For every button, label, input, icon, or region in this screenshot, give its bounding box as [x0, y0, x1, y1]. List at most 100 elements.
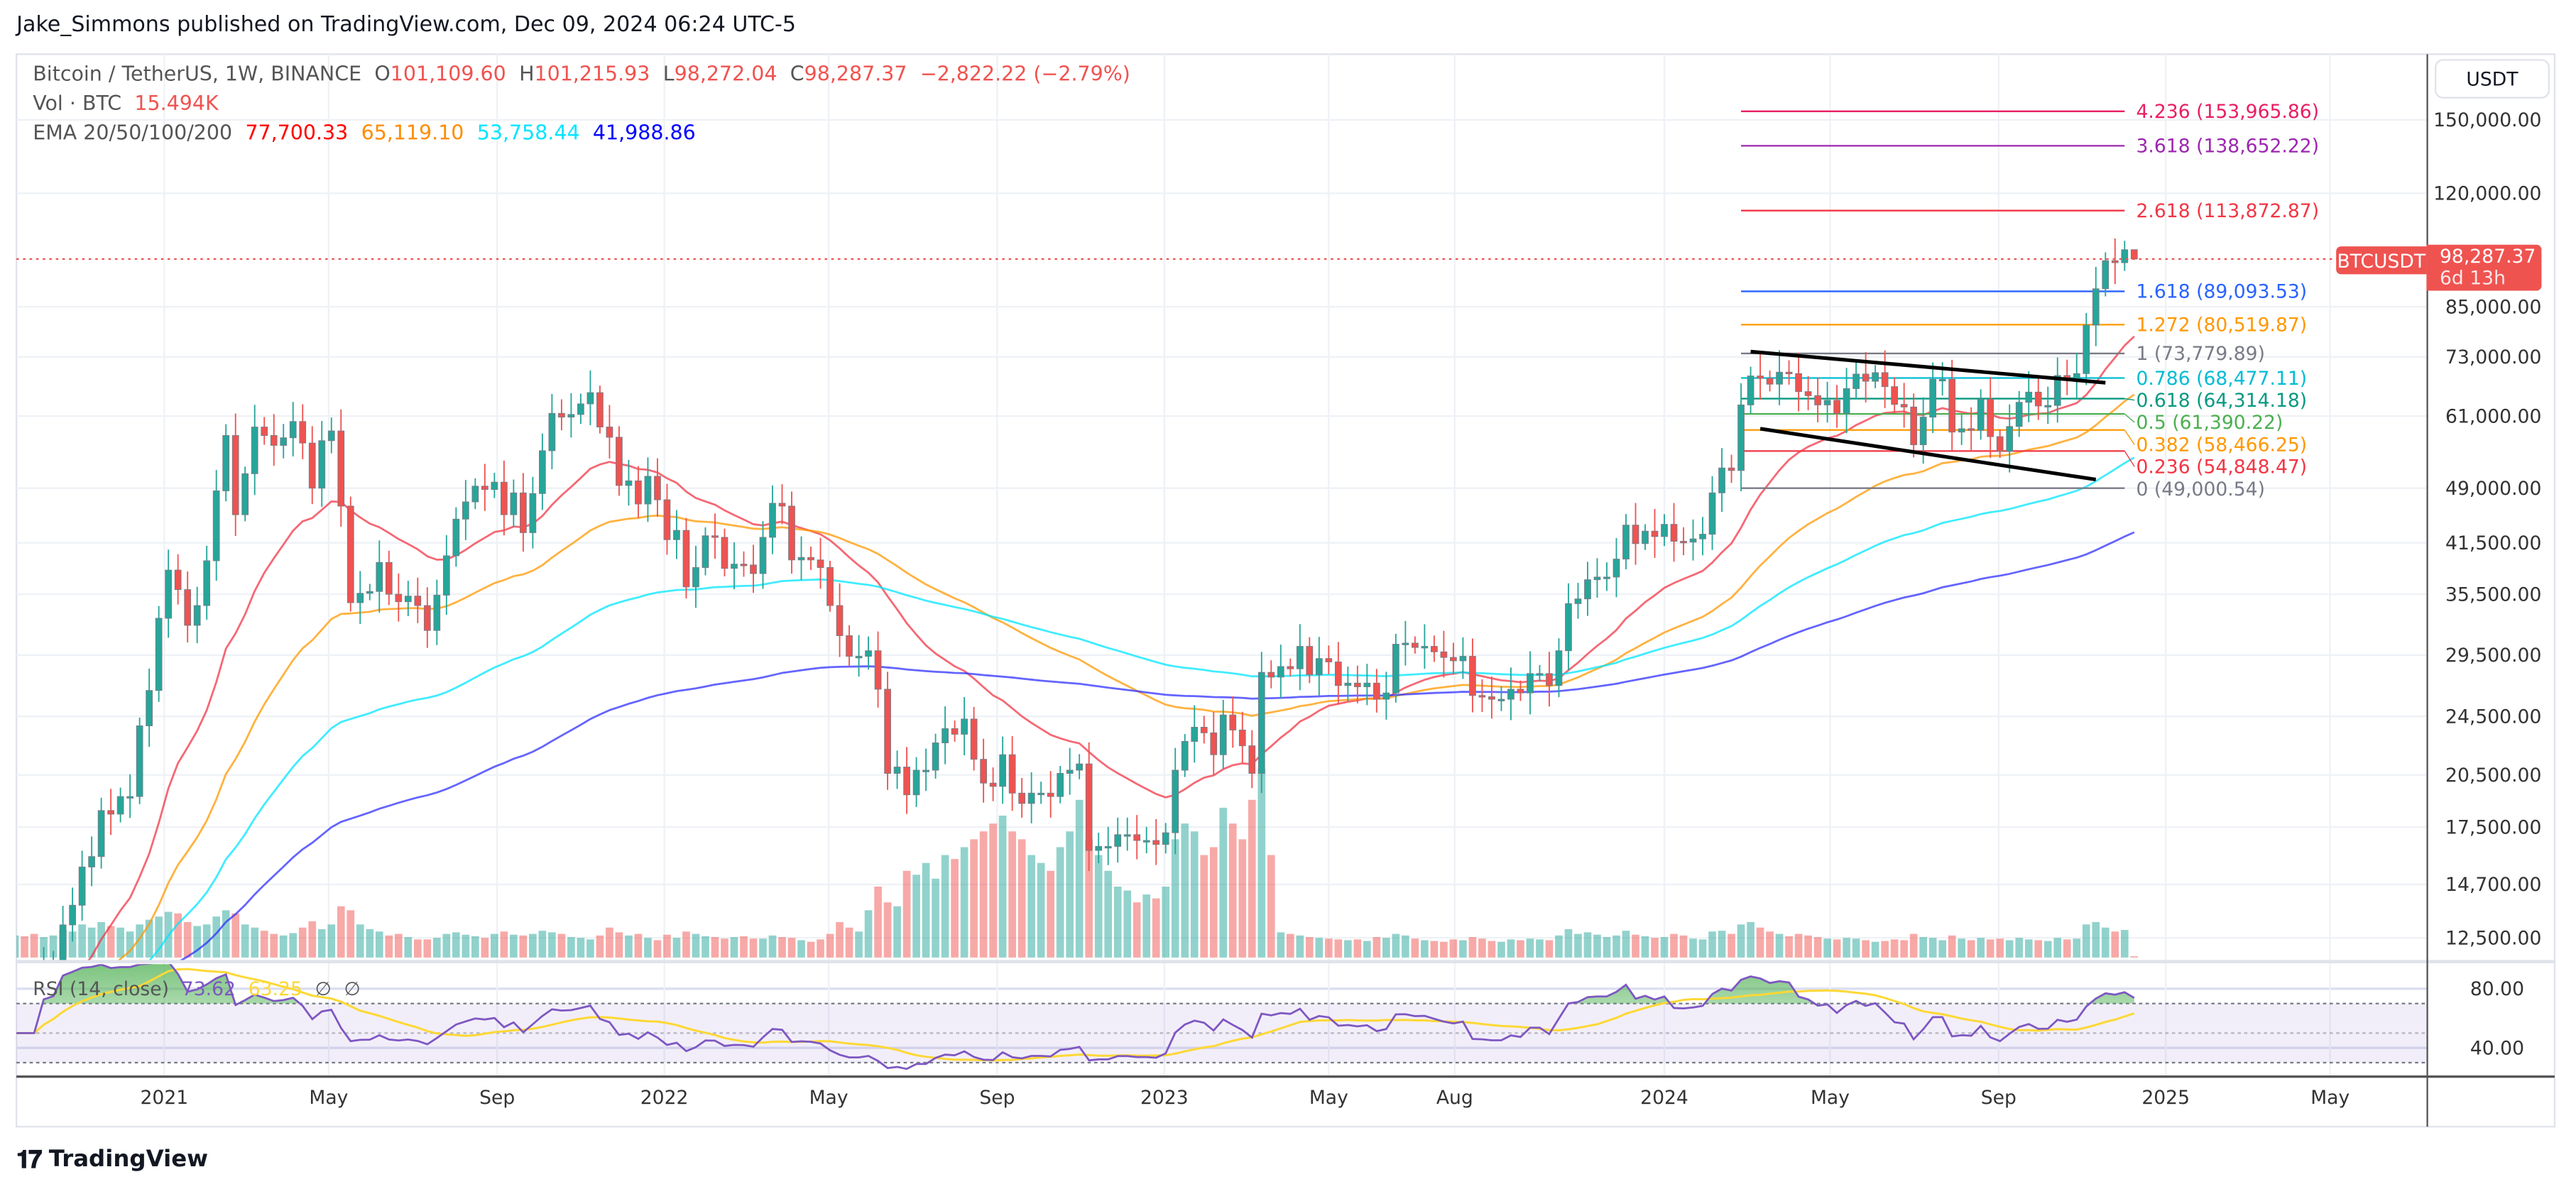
volume-bar	[366, 928, 374, 958]
volume-bar	[2015, 938, 2024, 958]
volume-bar	[346, 910, 355, 958]
candle-body	[337, 430, 345, 507]
candle-body	[184, 589, 192, 626]
volume-bar	[1449, 939, 1458, 958]
candle	[346, 496, 354, 612]
volume-bar	[155, 916, 163, 958]
volume-bar	[1583, 932, 1592, 958]
volume-bar	[1698, 939, 1707, 958]
fibonacci-extension[interactable]: 4.236 (153,965.86) 3.618 (138,652.22) 2.61…	[1741, 101, 2319, 500]
ema-legend[interactable]: EMA 20/50/100/200 77,700.33 65,119.10 53…	[33, 121, 702, 144]
candle-body	[404, 596, 412, 603]
symbol-legend[interactable]: Bitcoin / TetherUS, 1W, BINANCE O101,109…	[33, 62, 1137, 85]
volume-bar	[145, 919, 153, 958]
candle-body	[893, 767, 901, 774]
candle-body	[1718, 467, 1725, 493]
volume-bar	[270, 933, 278, 958]
candle-body	[1612, 559, 1620, 578]
candle-body	[1919, 417, 1927, 446]
candle	[2092, 267, 2100, 346]
volume-bar	[615, 932, 623, 958]
candle-body	[731, 564, 738, 569]
candle	[1440, 630, 1448, 678]
candle	[231, 413, 239, 536]
candle	[116, 787, 124, 823]
candle	[989, 767, 997, 801]
candle-body	[586, 392, 594, 405]
volume-bar	[2073, 938, 2081, 958]
volume-bar	[1871, 941, 1879, 958]
candle	[750, 544, 757, 593]
candle-body	[711, 535, 719, 538]
candle-body	[59, 924, 67, 961]
currency-button[interactable]: USDT	[2435, 59, 2550, 99]
candle	[1277, 645, 1284, 698]
candle	[97, 797, 105, 869]
candle	[500, 460, 508, 536]
trendlines[interactable]	[1750, 349, 2106, 482]
candle-body	[2111, 260, 2119, 263]
volume-bar	[711, 937, 719, 958]
rsi-value: 73.62	[181, 977, 236, 1001]
trendline	[1750, 349, 2106, 385]
candle-body	[1181, 740, 1189, 771]
price-tick-label: 41,500.00	[2445, 532, 2541, 554]
price-tick-label: 14,700.00	[2445, 874, 2541, 896]
candle	[212, 470, 220, 581]
candle	[1584, 561, 1591, 616]
volume-bar	[721, 938, 728, 958]
candle-body	[1219, 714, 1227, 755]
volume-bar	[1919, 937, 1927, 958]
volume-bar	[1938, 940, 1947, 958]
candle	[395, 573, 403, 622]
candle-body	[1996, 436, 2004, 452]
volume-bar	[2111, 931, 2119, 958]
candle-body	[1229, 714, 1237, 730]
candle-body	[1114, 834, 1122, 847]
candle-body	[1766, 378, 1774, 385]
candle	[1162, 823, 1169, 854]
candle	[1833, 385, 1840, 428]
rsi-ma-value: 63.25	[248, 977, 302, 1001]
price-axis[interactable]: 150,000.00 120,000.00 85,000.00 73,000.00 61…	[2433, 109, 2541, 1059]
volume-bar	[222, 910, 230, 958]
candle-body	[596, 392, 604, 428]
candle	[146, 668, 153, 747]
fib-level-label: 0.5 (61,390.22)	[2136, 412, 2283, 434]
volume-bar	[1075, 799, 1084, 958]
rsi-tick-label: 80.00	[2470, 978, 2524, 1000]
tradingview-logo[interactable]: 𝟏𝟕 TradingView	[16, 1145, 208, 1175]
volume-bar	[1402, 935, 1409, 958]
candle-body	[797, 557, 805, 561]
candle	[1728, 454, 1735, 483]
candle	[193, 586, 201, 644]
volume-bar	[1679, 935, 1688, 958]
candle	[280, 424, 288, 459]
candle	[2073, 353, 2080, 400]
ema200-value: 41,988.86	[592, 121, 696, 145]
candle	[481, 464, 489, 511]
bar-countdown: 6d 13h	[2439, 265, 2506, 290]
volume-bar	[1200, 855, 1208, 958]
candle	[893, 750, 901, 789]
volume-legend[interactable]: Vol · BTC 15.494K	[33, 92, 225, 115]
trendline	[1759, 427, 2097, 482]
candle	[1306, 637, 1314, 684]
time-tick-label: Sep	[1981, 1087, 2016, 1109]
volume-bar	[1545, 940, 1554, 958]
volume-bar	[864, 910, 873, 958]
volume-bar	[529, 933, 537, 958]
ema-100-line	[148, 456, 2135, 961]
volume-bar	[1689, 938, 1697, 958]
candle	[778, 484, 786, 525]
volume-bar	[251, 927, 259, 958]
candle	[261, 417, 268, 445]
time-axis[interactable]: 2021 May Sep 2022 May Sep 2023 May Aug 2024 May Sep…	[141, 1087, 2350, 1109]
candle	[1008, 735, 1016, 811]
volume-bar	[442, 933, 451, 958]
candle	[1804, 376, 1812, 410]
rsi-legend[interactable]: RSI (14, close) 73.62 63.25 ∅ ∅	[33, 977, 367, 1000]
candle	[1929, 362, 1937, 434]
candle-body	[1076, 763, 1084, 771]
